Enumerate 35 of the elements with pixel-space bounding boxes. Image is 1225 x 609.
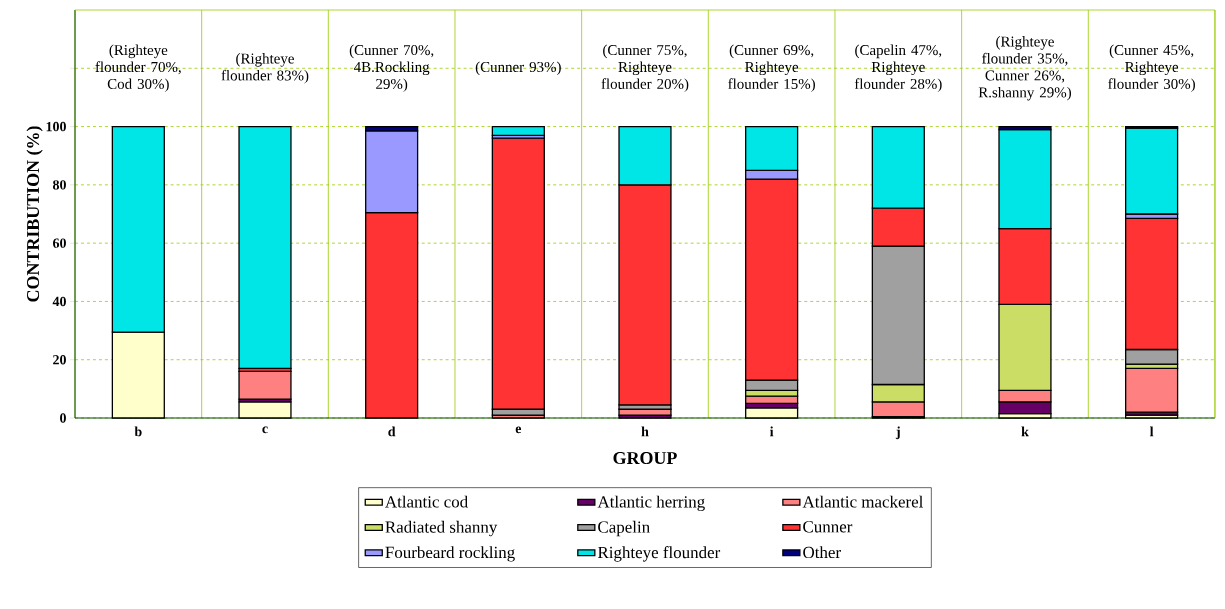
annotation: (Capelin 47%, Righteye flounder 28%) (854, 44, 942, 92)
annotation: (Cunner 75%, Righteye flounder 20%) (601, 44, 689, 92)
legend-label: Fourbeard rockling (385, 546, 515, 562)
x-tick-label: i (770, 426, 774, 437)
legend-label: Righteye flounder (597, 546, 721, 562)
legend-label: Other (803, 546, 841, 559)
x-tick-label: h (641, 426, 649, 437)
annotation: (Cunner 93%) (475, 61, 561, 76)
legend-label: Atlantic mackerel (802, 495, 924, 508)
y-tick-label: 40 (52, 296, 66, 307)
x-tick-label: b (134, 426, 142, 437)
x-axis-title: GROUP (613, 452, 677, 465)
y-tick-label: 0 (60, 413, 66, 423)
annotation: (Righteye flounder 83%) (221, 53, 309, 84)
legend-label: Capelin (598, 520, 650, 537)
annotation: (Cunner 45%, Righteye flounder 30%) (1108, 44, 1195, 92)
annotation: (Cunner 70%, 4B.Rockling 29%) (349, 44, 434, 92)
y-tick-label: 100 (46, 121, 66, 132)
legend-label: Radiated shanny (385, 520, 498, 537)
annotation: (Cunner 69%, Righteye flounder 15%) (728, 44, 815, 92)
legend-label: Atlantic cod (385, 495, 468, 508)
x-tick-label: k (1021, 426, 1029, 437)
legend-label: Atlantic herring (597, 495, 705, 512)
y-tick-label: 60 (53, 238, 66, 248)
y-tick-label: 20 (53, 355, 66, 365)
x-tick-label: j (895, 426, 900, 440)
x-tick-label: l (1149, 426, 1154, 437)
annotation: (Righteye flounder 35%, Cunner 26%, R.shanny 29%) (978, 36, 1071, 101)
x-tick-label: c (262, 426, 268, 434)
annotation: (Righteye flounder 70%, Cod 30%) (95, 44, 181, 92)
y-axis-title: CONTRIBUTION (%) (26, 126, 43, 302)
y-tick-label: 80 (53, 180, 66, 190)
x-tick-label: e (515, 426, 522, 434)
legend-label: Cunner (803, 521, 853, 533)
x-tick-label: d (388, 426, 396, 437)
